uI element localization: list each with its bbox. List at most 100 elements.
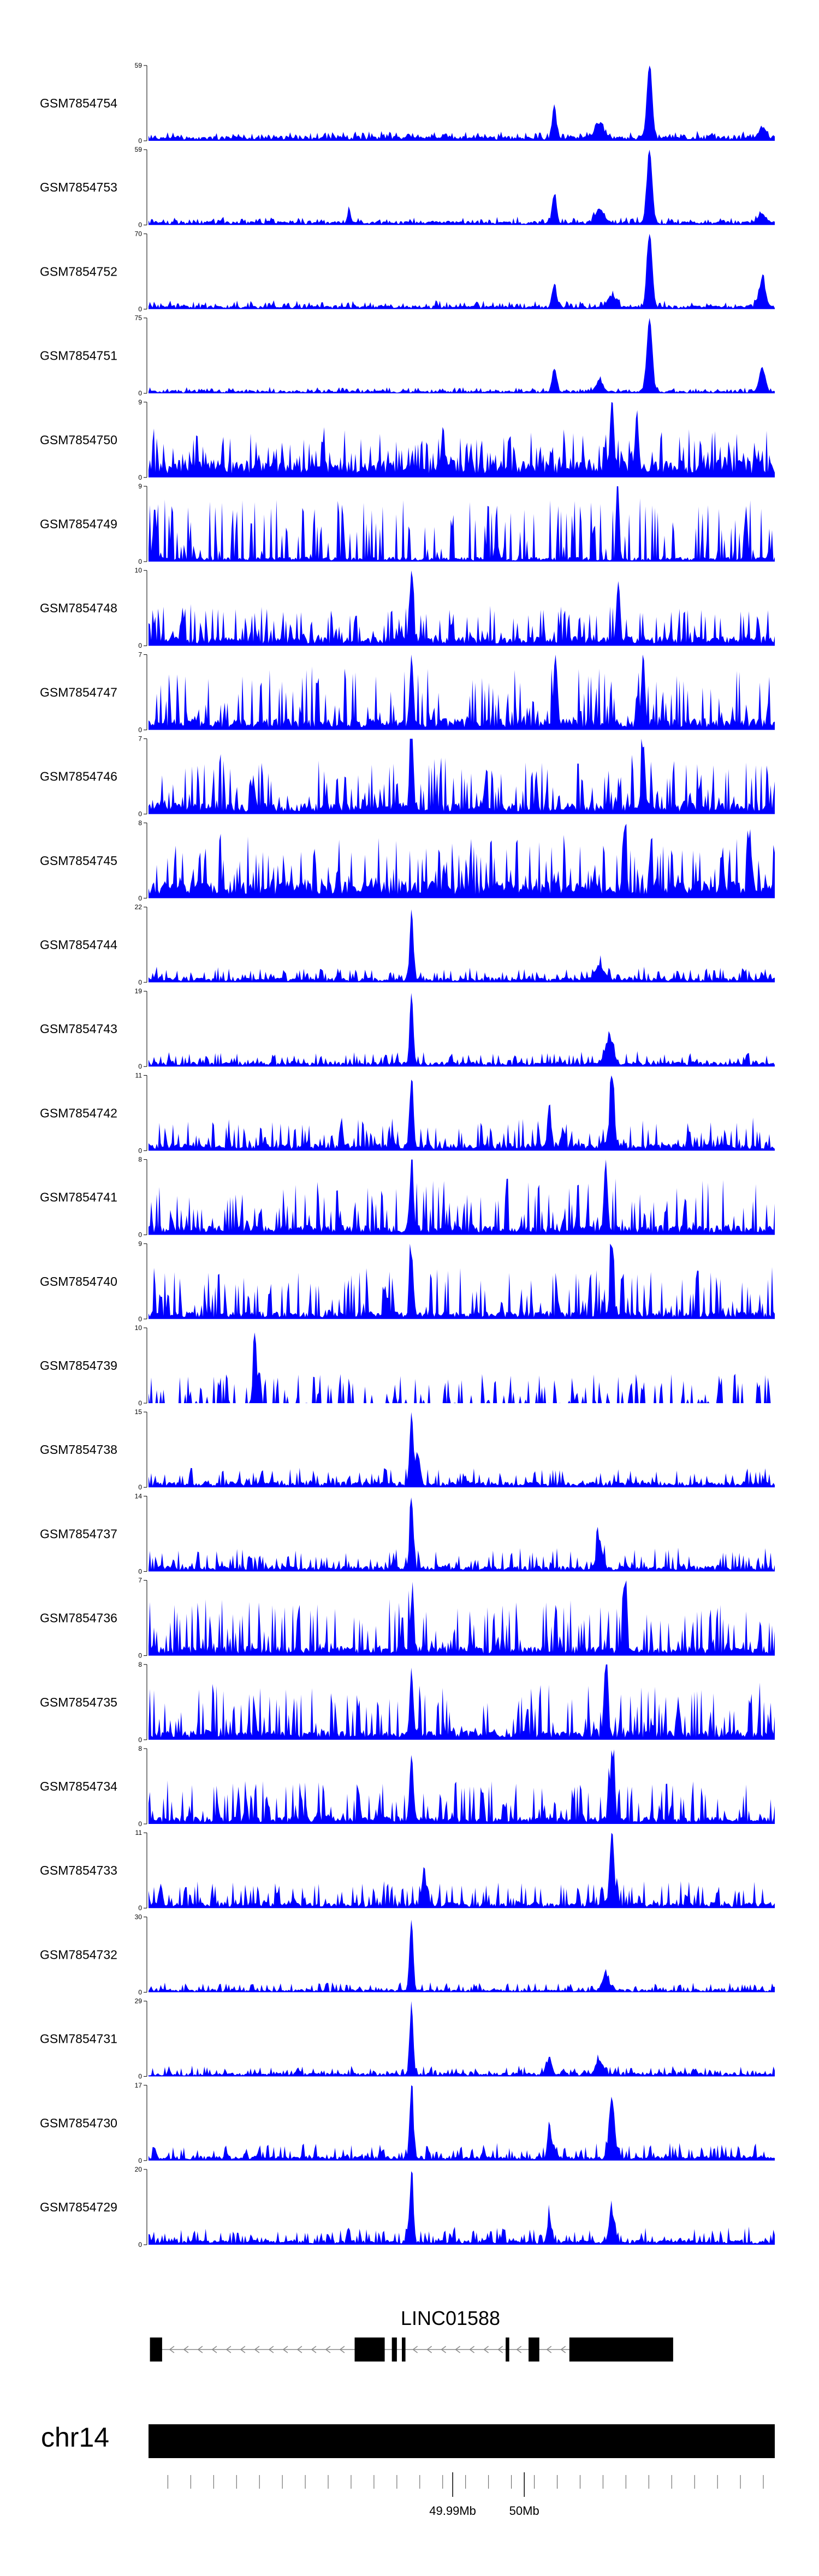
track-label: GSM7854750 — [40, 433, 117, 447]
coverage-track: GSM7854741 8 0 — [40, 1156, 775, 1239]
coverage-area — [149, 318, 775, 393]
coverage-tracks: GSM7854754590GSM7854753590GSM7854752700G… — [40, 62, 775, 2249]
strand-arrow — [211, 2346, 217, 2353]
track-label: GSM7854747 — [40, 685, 117, 699]
y-min-label: 0 — [138, 1147, 142, 1154]
y-min-label: 0 — [138, 1904, 142, 1912]
coverage-track: GSM7854749 9 0 — [40, 482, 775, 565]
coverage-track: GSM7854751 75 0 — [40, 314, 775, 397]
coverage-area — [149, 1833, 775, 1909]
y-max-label: 14 — [135, 1492, 143, 1500]
coverage-track: GSM7854733 11 0 — [40, 1829, 775, 1912]
coverage-track: GSM7854740 9 0 — [40, 1240, 775, 1323]
track-label: GSM7854737 — [40, 1526, 117, 1541]
genomic-x-axis: 49.99Mb 50Mb — [167, 2472, 764, 2518]
track-label: GSM7854732 — [40, 1947, 117, 1961]
y-min-label: 0 — [138, 2241, 142, 2249]
gene-exon — [569, 2338, 673, 2362]
y-min-label: 0 — [138, 1652, 142, 1660]
y-max-label: 7 — [138, 1577, 142, 1584]
coverage-track: GSM7854746 7 0 — [40, 735, 775, 818]
coverage-area — [149, 486, 775, 562]
track-label: GSM7854734 — [40, 1779, 117, 1793]
y-min-label: 0 — [138, 1315, 142, 1323]
coverage-area — [149, 2001, 775, 2077]
coverage-area — [149, 1749, 775, 1824]
gene-model — [150, 2338, 673, 2362]
y-max-label: 11 — [135, 1071, 143, 1079]
coverage-area — [149, 402, 775, 478]
coverage-track: GSM7854737 14 0 — [40, 1492, 775, 1575]
y-min-label: 0 — [138, 1736, 142, 1744]
gene-exon — [150, 2338, 162, 2362]
y-max-label: 15 — [135, 1408, 143, 1416]
strand-arrow — [169, 2346, 175, 2353]
coverage-area — [149, 993, 775, 1067]
coverage-track: GSM7854729 20 0 — [40, 2166, 775, 2249]
coverage-area — [149, 824, 775, 898]
coverage-track: GSM7854731 29 0 — [40, 1997, 775, 2080]
coverage-track: GSM7854748 10 0 — [40, 567, 775, 649]
coverage-area — [149, 2171, 775, 2245]
coverage-track: GSM7854754 59 0 — [40, 62, 775, 145]
chromosome-ideogram-bar — [149, 2424, 775, 2458]
y-max-label: 22 — [135, 903, 143, 911]
track-label: GSM7854740 — [40, 1274, 117, 1289]
y-max-label: 7 — [138, 735, 142, 743]
track-label: GSM7854751 — [40, 349, 117, 363]
track-label: GSM7854753 — [40, 180, 117, 194]
coverage-area — [149, 1412, 775, 1488]
track-label: GSM7854752 — [40, 264, 117, 278]
y-max-label: 19 — [135, 987, 143, 995]
coverage-track: GSM7854739 10 0 — [40, 1324, 775, 1407]
strand-arrow — [412, 2346, 418, 2353]
y-min-label: 0 — [138, 1231, 142, 1239]
y-min-label: 0 — [138, 1820, 142, 1828]
track-label: GSM7854741 — [40, 1190, 117, 1204]
y-min-label: 0 — [138, 221, 142, 229]
strand-arrow — [469, 2346, 475, 2353]
coverage-track: GSM7854742 11 0 — [40, 1071, 775, 1154]
coverage-track: GSM7854745 8 0 — [40, 819, 775, 902]
strand-arrow — [560, 2346, 566, 2353]
strand-arrow — [296, 2346, 302, 2353]
coverage-track: GSM7854747 7 0 — [40, 651, 775, 734]
y-max-label: 8 — [138, 1156, 142, 1164]
y-min-label: 0 — [138, 474, 142, 481]
strand-arrow — [483, 2346, 489, 2353]
y-max-label: 8 — [138, 1661, 142, 1668]
y-min-label: 0 — [138, 979, 142, 986]
coverage-track: GSM7854732 30 0 — [40, 1913, 775, 1996]
y-min-label: 0 — [138, 642, 142, 649]
gene-exon — [402, 2338, 406, 2362]
y-max-label: 10 — [135, 1324, 143, 1332]
y-max-label: 59 — [135, 62, 143, 69]
y-min-label: 0 — [138, 1988, 142, 1996]
x-axis-label: 50Mb — [509, 2504, 539, 2518]
track-label: GSM7854748 — [40, 601, 117, 615]
strand-arrow — [441, 2346, 447, 2353]
y-max-label: 8 — [138, 819, 142, 827]
y-max-label: 10 — [135, 567, 143, 574]
y-min-label: 0 — [138, 810, 142, 818]
coverage-area — [149, 1580, 775, 1656]
coverage-track: GSM7854750 9 0 — [40, 398, 775, 481]
y-max-label: 9 — [138, 398, 142, 406]
strand-arrow — [325, 2346, 331, 2353]
track-label: GSM7854746 — [40, 770, 117, 784]
y-max-label: 9 — [138, 482, 142, 490]
track-label: GSM7854729 — [40, 2200, 117, 2214]
y-min-label: 0 — [138, 1483, 142, 1491]
y-min-label: 0 — [138, 305, 142, 313]
y-min-label: 0 — [138, 2157, 142, 2164]
gene-exon — [354, 2338, 385, 2362]
coverage-track: GSM7854752 70 0 — [40, 230, 775, 313]
coverage-area — [149, 1159, 775, 1235]
strand-arrow — [282, 2346, 288, 2353]
y-max-label: 70 — [135, 230, 143, 237]
coverage-track: GSM7854734 8 0 — [40, 1745, 775, 1828]
strand-arrow — [254, 2346, 260, 2353]
track-label: GSM7854743 — [40, 1022, 117, 1036]
track-label: GSM7854731 — [40, 2032, 117, 2046]
strand-arrow — [516, 2346, 522, 2353]
